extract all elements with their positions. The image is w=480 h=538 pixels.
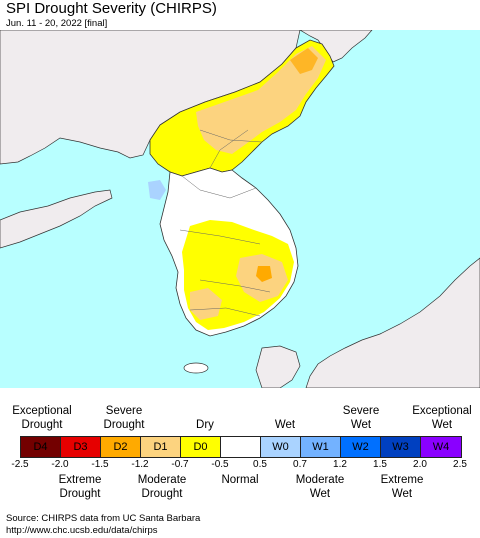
map-subtitle: Jun. 11 - 20, 2022 [final] [6,18,108,29]
sk-d2-spot [256,266,272,282]
legend-top-label-exceptional-wet: Exceptional Wet [412,405,472,431]
jeju-island [183,362,209,374]
legend-tick: 2.0 [413,459,427,470]
legend-tick: 1.2 [333,459,347,470]
legend-class-w1: W1 [301,437,341,457]
legend-class-normal [221,437,261,457]
sk-d1-area-south [190,288,222,320]
provincial-borders [179,129,271,317]
legend-top-label-dry: Dry [196,419,214,431]
legend-tick: -2.0 [51,459,69,470]
legend-bottom-label-extreme-drought: Extreme Drought [58,474,102,500]
legend-top-label-exceptional-drought: Exceptional Drought [12,405,72,431]
legend-class-w4: W4 [421,437,461,457]
legend-class-d3: D3 [61,437,101,457]
legend-bottom-label-moderate-wet: Moderate Wet [295,474,345,500]
legend-bottom-label-moderate-drought: Moderate Drought [137,474,187,500]
sk-w0-area [148,180,166,200]
legend-color-bar: D4 D3 D2 D1 D0 W0 W1 W2 W3 W4 [20,436,462,458]
legend-class-d2: D2 [101,437,141,457]
legend: Exceptional Drought Severe Drought Dry Wet… [0,392,480,510]
legend-tick: 1.5 [373,459,387,470]
source-url: http://www.chc.ucsb.edu/data/chirps [6,525,158,536]
legend-class-w0: W0 [261,437,301,457]
japan-kyushu [255,345,301,388]
legend-tick: -1.2 [131,459,149,470]
legend-tick: -0.7 [171,459,189,470]
russia-land [299,30,373,63]
legend-top-label-severe-wet: Severe Wet [342,405,380,431]
legend-class-d1: D1 [141,437,181,457]
legend-class-d4: D4 [21,437,61,457]
nk-d1-area [196,46,326,154]
legend-class-w2: W2 [341,437,381,457]
legend-bottom-label-normal: Normal [221,474,259,486]
legend-tick: 2.5 [453,459,467,470]
nk-d2-area [290,48,318,74]
source-credit: Source: CHIRPS data from UC Santa Barbar… [6,513,200,537]
legend-tick: -2.5 [11,459,29,470]
legend-class-d0: D0 [181,437,221,457]
legend-top-label-severe-drought: Severe Drought [103,405,145,431]
legend-tick: 0.5 [253,459,267,470]
drought-map [0,30,480,388]
legend-class-w3: W3 [381,437,421,457]
legend-tick: 0.7 [293,459,307,470]
legend-tick: -1.5 [91,459,109,470]
map-title: SPI Drought Severity (CHIRPS) [6,0,217,17]
japan-land [305,257,480,388]
source-line: Source: CHIRPS data from UC Santa Barbar… [6,513,201,524]
legend-bottom-label-extreme-wet: Extreme Wet [380,474,424,500]
legend-top-label-wet: Wet [274,419,296,431]
legend-tick: -0.5 [211,459,229,470]
shandong-land [0,189,113,249]
